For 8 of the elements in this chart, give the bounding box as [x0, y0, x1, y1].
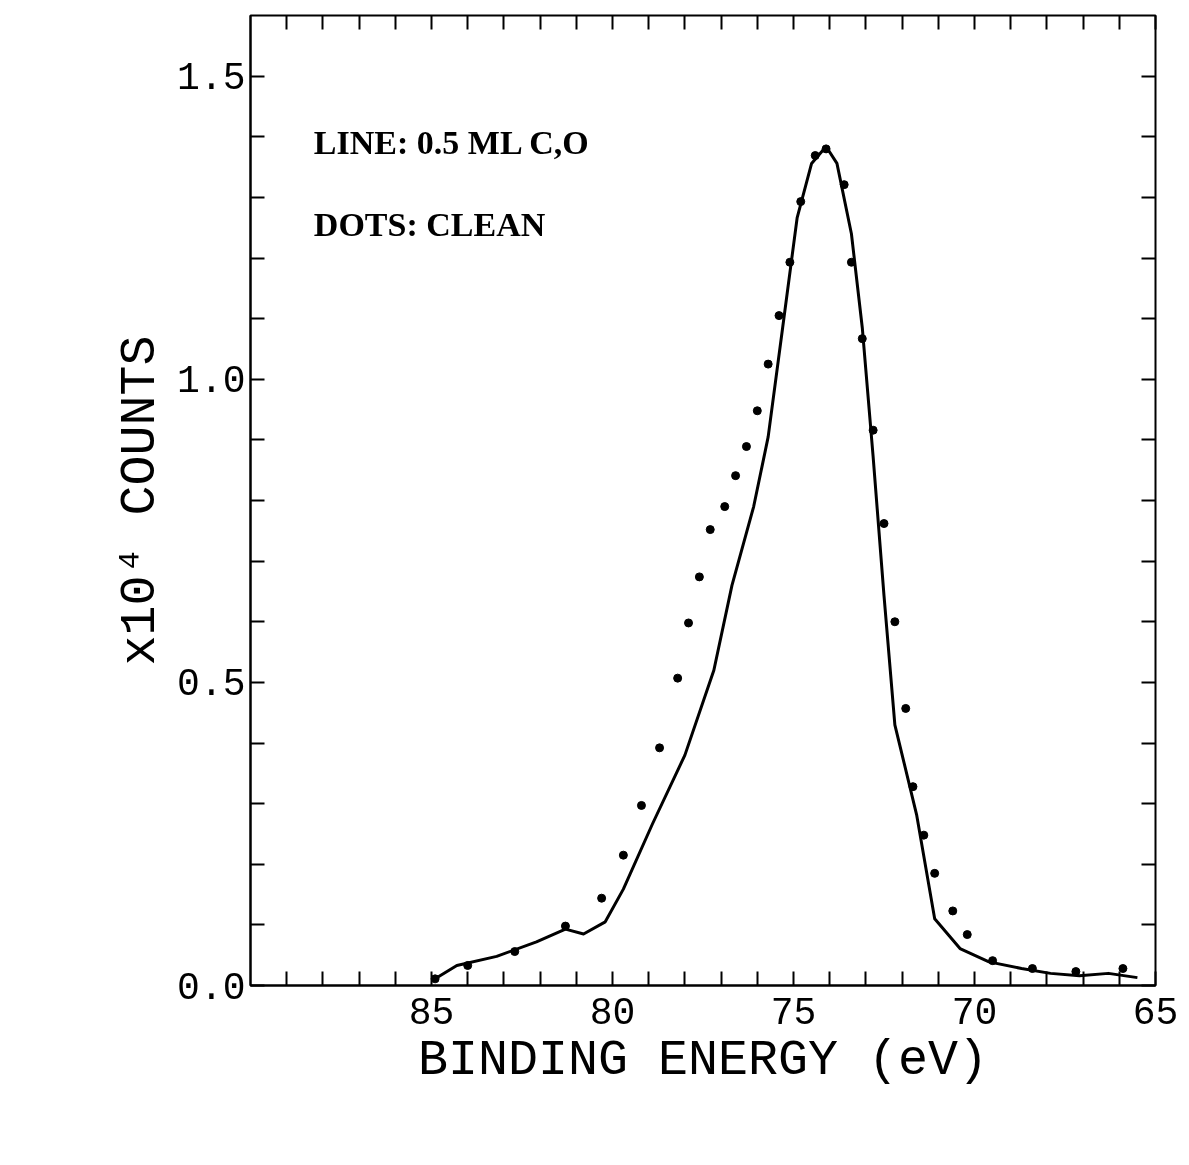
- annotation: LINE: 0.5 ML C,O: [313, 124, 589, 161]
- y-tick-label: 1.5: [177, 57, 246, 101]
- y-axis-title: x10⁴ COUNTS: [112, 335, 170, 666]
- x-tick-label: 65: [1132, 991, 1179, 1035]
- annotation: DOTS: CLEAN: [313, 206, 546, 244]
- y-tick-label: 1.0: [177, 360, 246, 404]
- y-tick-label: 0.0: [177, 966, 246, 1010]
- y-tick-label: 0.5: [177, 663, 246, 707]
